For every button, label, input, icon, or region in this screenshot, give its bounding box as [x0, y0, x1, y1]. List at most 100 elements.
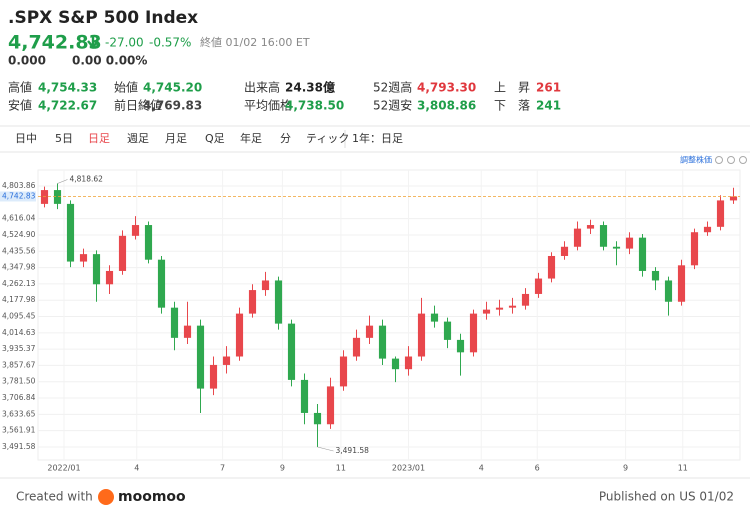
candle-body — [482, 309, 491, 314]
candle-body — [248, 290, 257, 314]
candle-body — [40, 190, 49, 204]
candle-body — [560, 246, 569, 256]
candle-body — [274, 280, 283, 324]
candle-body — [313, 412, 322, 425]
stat-label: 上 昇 — [494, 81, 530, 95]
candle-body — [443, 321, 452, 340]
y-tick-label: 4,095.45 — [2, 312, 36, 321]
candle-body — [170, 307, 179, 338]
stat-value: 241 — [536, 99, 561, 113]
stat-value: 4,722.67 — [38, 99, 97, 113]
ext-change: 0.00 0.00% — [72, 54, 147, 68]
candle-body — [612, 246, 621, 249]
stat-label: 52週安 — [373, 98, 412, 113]
x-tick-label: 6 — [535, 464, 540, 473]
x-tick-label: 7 — [220, 464, 225, 473]
candle-body — [417, 313, 426, 357]
price: 4,742.83 — [8, 32, 102, 54]
candle-body — [157, 259, 166, 308]
last-price-label: 4,742.83 — [2, 191, 36, 200]
candle-body — [183, 325, 192, 338]
icon[interactable] — [715, 156, 723, 164]
x-tick-label: 9 — [280, 464, 285, 473]
y-tick-label: 4,014.63 — [2, 328, 36, 337]
stat-value: 4,769.83 — [143, 99, 202, 113]
candle-body — [326, 386, 335, 425]
ext-price: 0.000 — [8, 54, 46, 68]
y-tick-label: 4,177.98 — [2, 295, 36, 304]
candle-body — [144, 225, 153, 260]
tab[interactable]: 週足 — [127, 132, 149, 145]
brand-logo — [98, 489, 114, 505]
candle-body — [729, 196, 738, 201]
tab[interactable]: 5日 — [55, 132, 73, 145]
tab[interactable]: 分 — [280, 132, 291, 145]
stat-label: 安値 — [8, 98, 32, 113]
tab[interactable]: ティック — [306, 132, 349, 145]
tab[interactable]: 1年：日足 — [352, 131, 403, 145]
candle-body — [92, 254, 101, 285]
candle-body — [287, 323, 296, 380]
stat-label: 平均価格 — [244, 98, 292, 113]
candle-body — [664, 280, 673, 302]
stat-value: 24.38億 — [285, 80, 335, 95]
candle-body — [521, 293, 530, 306]
candle-body — [131, 225, 140, 236]
candle-body — [469, 313, 478, 353]
stat-value: 4,754.33 — [38, 81, 97, 95]
stat-value: 4,793.30 — [417, 81, 476, 95]
x-tick-label: 11 — [678, 464, 688, 473]
status: 終値 01/02 16:00 ET — [200, 35, 310, 49]
candle-body — [651, 270, 660, 281]
candle-body — [625, 237, 634, 249]
x-tick-label: 2023/01 — [392, 464, 425, 473]
stat-label: 前日終値 — [114, 98, 162, 113]
min-label: 3,491.58 — [336, 446, 370, 455]
candle-body — [534, 278, 543, 294]
candle-body — [547, 255, 556, 279]
tab[interactable]: Q足 — [205, 132, 225, 145]
tab[interactable]: 年足 — [240, 131, 262, 145]
icon[interactable] — [739, 156, 747, 164]
y-tick-label: 4,435.56 — [2, 246, 36, 255]
y-tick-label: 3,561.91 — [2, 426, 36, 435]
candle-body — [430, 313, 439, 322]
chart: 4,803.86 4,616.04 4,524.90 4,435.56 4,347.98… — [0, 169, 741, 473]
y-tick-label: 4,524.90 — [2, 230, 36, 239]
candle-body — [53, 190, 62, 204]
stats: 高値 4,754.33 安値 4,722.67 始値 4,745.20 前日終値4,769.… — [8, 80, 561, 113]
max-label: 4,818.62 — [70, 174, 104, 183]
y-tick-label: 4,262.13 — [2, 279, 36, 288]
candle-body — [378, 325, 387, 359]
tab[interactable]: 日足 — [88, 132, 110, 145]
footer-published: Published on US 01/02 — [599, 490, 734, 504]
candle-body — [339, 356, 348, 387]
tab[interactable]: 日中 — [15, 132, 37, 145]
stat-value: 3,808.86 — [417, 99, 476, 113]
candle-body — [118, 235, 127, 271]
candle-body — [703, 226, 712, 233]
y-tick-label: 3,781.50 — [2, 377, 36, 386]
plot-area — [37, 169, 741, 461]
tabs: 日中 5日 日足 週足 月足 Q足 年足 分 ティック 1年：日足 — [15, 131, 403, 145]
stat-value: 4,738.50 — [285, 99, 344, 113]
stat-label: 始値 — [114, 80, 138, 95]
min-pointer — [317, 446, 334, 452]
tab[interactable]: 月足 — [165, 132, 187, 145]
down-arrow — [87, 35, 99, 49]
y-tick-label: 4,803.86 — [2, 181, 36, 190]
change-pct: -0.57% — [149, 36, 191, 50]
candle-body — [456, 339, 465, 353]
adjust-link[interactable]: 調整株価 — [680, 155, 712, 165]
max-pointer — [57, 179, 68, 184]
candle-body — [638, 237, 647, 271]
icon[interactable] — [727, 156, 735, 164]
candle-body — [209, 364, 218, 389]
y-tick-label: 3,633.65 — [2, 409, 36, 418]
stat-label: 出来高 — [244, 80, 280, 95]
candle-body — [495, 307, 504, 310]
candle-body — [365, 325, 374, 338]
candle-body — [391, 358, 400, 370]
